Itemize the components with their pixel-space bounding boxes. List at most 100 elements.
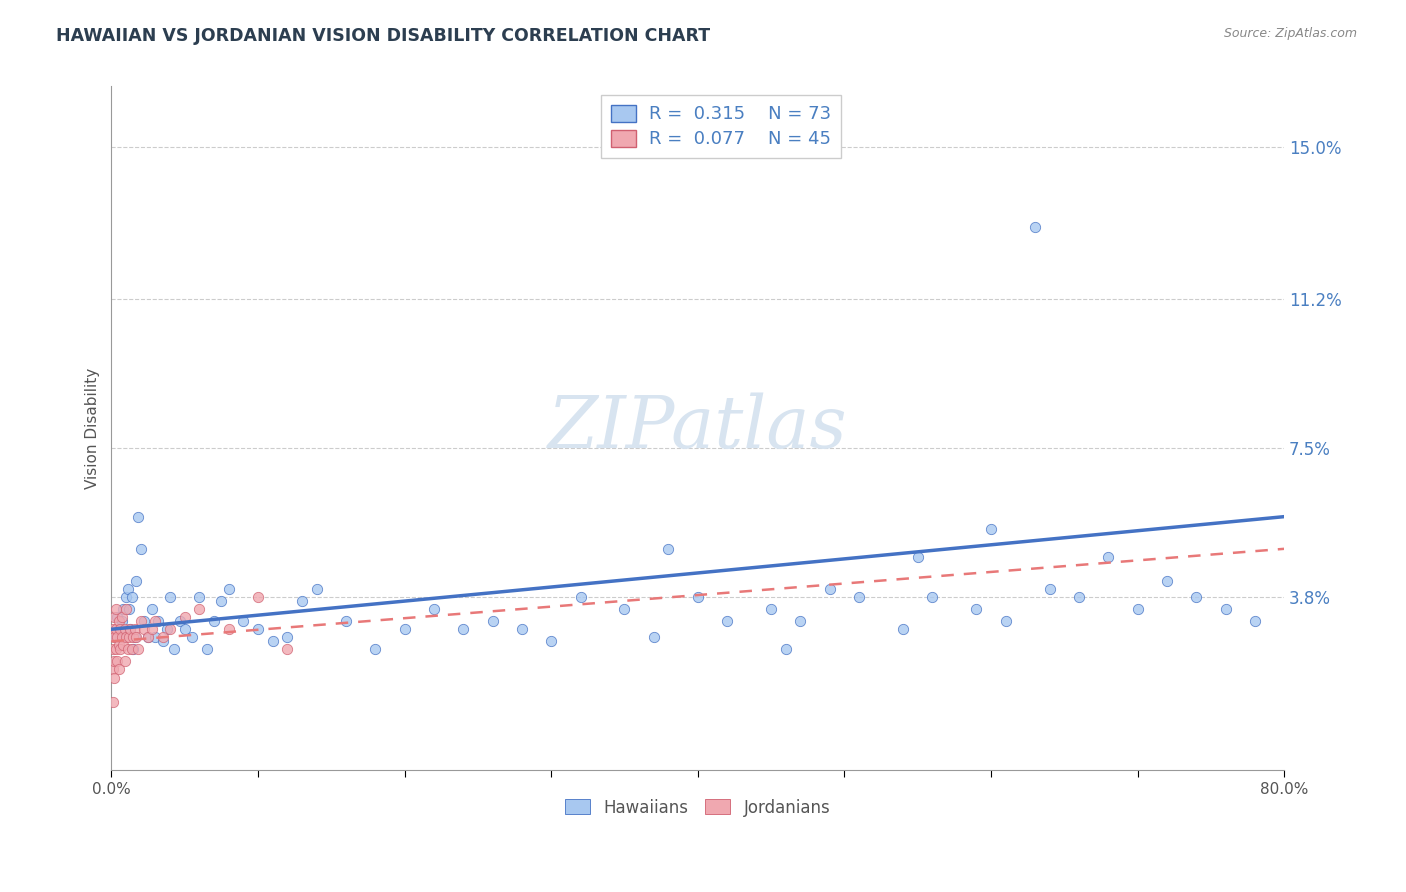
Point — [152, 634, 174, 648]
Point — [759, 602, 782, 616]
Point — [104, 630, 127, 644]
Point — [1126, 602, 1149, 616]
Point — [540, 634, 562, 648]
Point — [105, 610, 128, 624]
Point — [907, 549, 929, 564]
Point — [394, 622, 416, 636]
Point — [115, 630, 138, 644]
Point — [111, 610, 134, 624]
Point — [247, 590, 270, 604]
Point — [108, 630, 131, 644]
Point — [129, 541, 152, 556]
Point — [115, 590, 138, 604]
Point — [132, 614, 155, 628]
Point — [101, 663, 124, 677]
Point — [481, 614, 503, 628]
Point — [141, 602, 163, 616]
Point — [848, 590, 870, 604]
Point — [103, 655, 125, 669]
Point — [111, 614, 134, 628]
Point — [101, 622, 124, 636]
Point — [118, 630, 141, 644]
Point — [789, 614, 811, 628]
Point — [105, 655, 128, 669]
Point — [305, 582, 328, 596]
Point — [218, 622, 240, 636]
Point — [101, 695, 124, 709]
Point — [1215, 602, 1237, 616]
Point — [163, 642, 186, 657]
Point — [103, 610, 125, 624]
Point — [125, 630, 148, 644]
Point — [569, 590, 592, 604]
Point — [994, 614, 1017, 628]
Legend: Hawaiians, Jordanians: Hawaiians, Jordanians — [558, 792, 837, 823]
Point — [107, 638, 129, 652]
Point — [291, 594, 314, 608]
Point — [775, 642, 797, 657]
Text: HAWAIIAN VS JORDANIAN VISION DISABILITY CORRELATION CHART: HAWAIIAN VS JORDANIAN VISION DISABILITY … — [56, 27, 710, 45]
Point — [114, 626, 136, 640]
Point — [181, 630, 204, 644]
Point — [202, 614, 225, 628]
Point — [980, 522, 1002, 536]
Point — [173, 610, 195, 624]
Point — [136, 630, 159, 644]
Point — [104, 642, 127, 657]
Point — [132, 622, 155, 636]
Point — [103, 630, 125, 644]
Point — [127, 642, 149, 657]
Point — [107, 622, 129, 636]
Point — [169, 614, 191, 628]
Point — [1156, 574, 1178, 588]
Point — [107, 663, 129, 677]
Point — [335, 614, 357, 628]
Point — [1097, 549, 1119, 564]
Point — [613, 602, 636, 616]
Point — [120, 622, 142, 636]
Point — [148, 614, 170, 628]
Point — [118, 602, 141, 616]
Point — [129, 614, 152, 628]
Point — [218, 582, 240, 596]
Point — [108, 622, 131, 636]
Y-axis label: Vision Disability: Vision Disability — [86, 368, 100, 489]
Point — [510, 622, 533, 636]
Point — [262, 634, 284, 648]
Point — [195, 642, 218, 657]
Point — [921, 590, 943, 604]
Point — [1039, 582, 1062, 596]
Point — [101, 642, 124, 657]
Point — [232, 614, 254, 628]
Point — [423, 602, 446, 616]
Point — [1067, 590, 1090, 604]
Point — [107, 614, 129, 628]
Point — [247, 622, 270, 636]
Point — [364, 642, 387, 657]
Point — [111, 630, 134, 644]
Point — [104, 622, 127, 636]
Point — [173, 622, 195, 636]
Text: Source: ZipAtlas.com: Source: ZipAtlas.com — [1223, 27, 1357, 40]
Point — [114, 622, 136, 636]
Point — [276, 630, 298, 644]
Point — [127, 509, 149, 524]
Point — [121, 642, 143, 657]
Point — [657, 541, 679, 556]
Point — [114, 655, 136, 669]
Point — [125, 574, 148, 588]
Point — [145, 614, 167, 628]
Point — [105, 630, 128, 644]
Point — [818, 582, 841, 596]
Point — [121, 590, 143, 604]
Point — [1185, 590, 1208, 604]
Point — [1244, 614, 1267, 628]
Point — [159, 622, 181, 636]
Point — [188, 590, 211, 604]
Point — [686, 590, 709, 604]
Point — [152, 630, 174, 644]
Point — [124, 622, 146, 636]
Point — [643, 630, 665, 644]
Point — [115, 602, 138, 616]
Point — [122, 642, 145, 657]
